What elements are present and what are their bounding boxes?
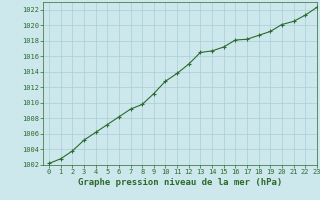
X-axis label: Graphe pression niveau de la mer (hPa): Graphe pression niveau de la mer (hPa) (78, 178, 282, 187)
